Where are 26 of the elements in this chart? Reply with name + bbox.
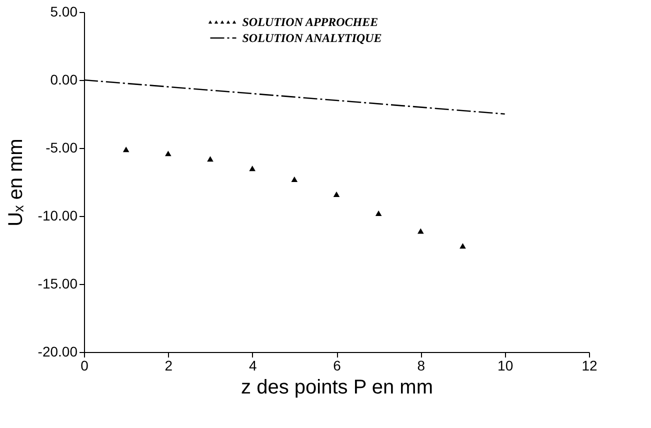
point (333, 192, 340, 197)
x-tick-label: 10 (498, 358, 514, 374)
y-tick-label: -10.00 (38, 208, 78, 224)
y-tick-label: -5.00 (46, 140, 78, 156)
point (418, 228, 424, 234)
x-tick-label: 12 (582, 358, 598, 374)
y-tick-label: 5.00 (50, 4, 78, 20)
x-tick-label: 8 (417, 358, 426, 374)
point (249, 166, 256, 172)
y-tick-label: -20.00 (38, 344, 78, 360)
legend-label: SOLUTION APPROCHEE (242, 15, 378, 29)
point (375, 210, 382, 216)
x-axis-title: z des points P en mm (241, 376, 433, 398)
point (460, 243, 466, 249)
x-tick-label: 2 (164, 358, 173, 374)
y-tick-label: 0.00 (50, 72, 78, 88)
x-tick-label: 4 (248, 358, 257, 374)
x-tick-label: 6 (333, 358, 342, 374)
point (291, 176, 298, 182)
legend-label: SOLUTION ANALYTIQUE (242, 31, 382, 45)
y-axis-title: Uₓ en mm (4, 138, 27, 226)
point (122, 146, 130, 152)
y-tick-label: -15.00 (38, 276, 78, 292)
point (207, 156, 214, 162)
x-tick-label: 0 (80, 358, 89, 374)
point (165, 150, 172, 156)
